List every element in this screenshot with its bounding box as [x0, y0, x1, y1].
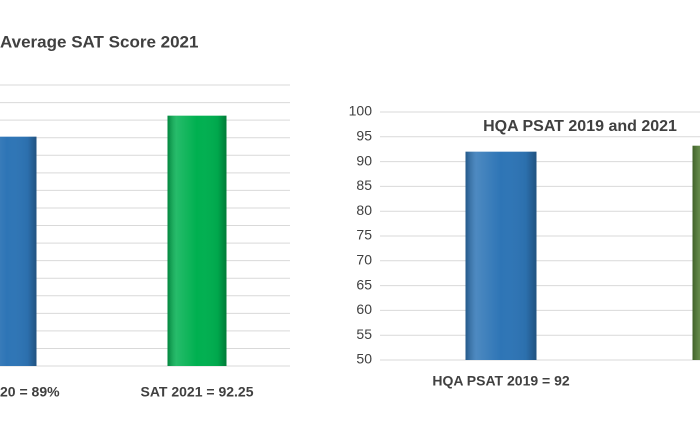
y-tick-label: 65 [356, 276, 372, 292]
bar-shade [0, 136, 37, 366]
y-tick-label: 85 [356, 177, 372, 193]
x-tick-label: SAT 2021 = 92.25 [141, 384, 254, 400]
bar-shade [465, 151, 537, 360]
chart-title: HQA PSAT 2019 and 2021 [483, 118, 677, 135]
y-tick-label: 95 [356, 128, 372, 144]
x-tick-label: HQA PSAT 2019 = 92 [432, 373, 570, 389]
y-tick-label: 100 [349, 103, 373, 119]
y-tick-label: 55 [356, 326, 372, 342]
y-tick-label: 75 [356, 227, 372, 243]
bar-shade [167, 115, 227, 367]
x-tick-label: 20 = 89% [0, 384, 60, 400]
y-tick-label: 50 [356, 351, 372, 367]
y-tick-label: 80 [356, 202, 372, 218]
chart-title: Average SAT Score 2021 [0, 32, 198, 51]
bar-shade [692, 145, 700, 360]
y-tick-label: 90 [356, 152, 372, 168]
y-tick-label: 70 [356, 252, 372, 268]
y-tick-label: 60 [356, 301, 372, 317]
